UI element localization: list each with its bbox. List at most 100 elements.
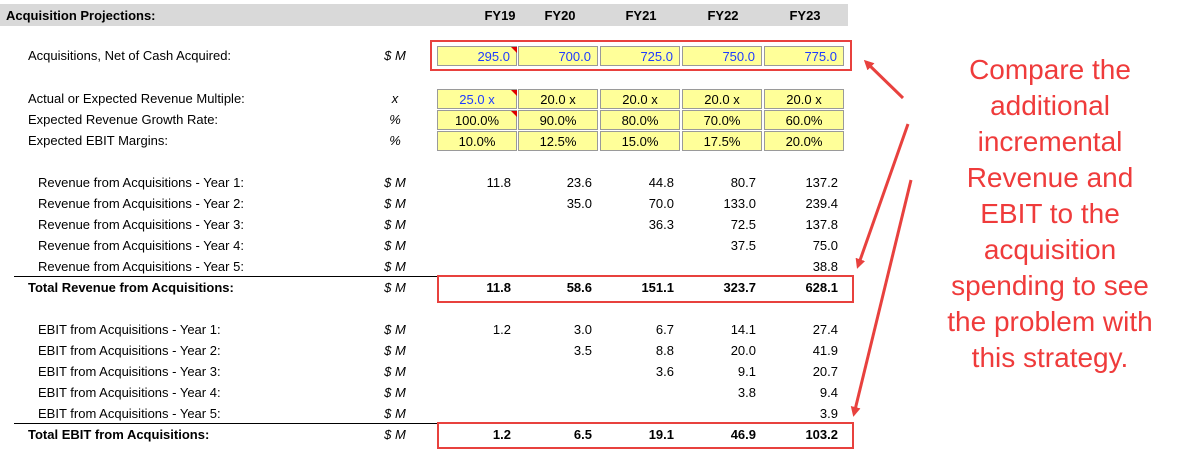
row-unit: $ M (384, 238, 406, 253)
value-cell[interactable]: 11.8 (486, 175, 511, 190)
row-unit: $ M (384, 385, 406, 400)
input-cell-acq-fy21[interactable]: 725.0 (600, 46, 680, 66)
input-cell-mult-fy23[interactable]: 20.0 x (764, 89, 844, 109)
total-cell[interactable]: 1.2 (492, 427, 511, 442)
value-cell[interactable]: 3.5 (573, 343, 592, 358)
value-cell[interactable]: 70.0 (648, 196, 674, 211)
value-cell[interactable]: 3.6 (655, 364, 674, 379)
sheet-title: Acquisition Projections: (6, 8, 156, 23)
input-cell-growth-fy19[interactable]: 100.0% (437, 110, 517, 130)
revenue-year4-row: Revenue from Acquisitions - Year 4: $ M … (0, 236, 850, 257)
value-cell[interactable]: 35.0 (566, 196, 592, 211)
year-header-fy21: FY21 (625, 8, 657, 23)
comment-indicator-icon (511, 90, 517, 96)
annotation-line: additional (990, 90, 1110, 121)
total-cell[interactable]: 19.1 (648, 427, 674, 442)
header-row: Acquisition Projections: FY19 FY20 FY21 … (0, 4, 848, 26)
value-cell[interactable]: 23.6 (566, 175, 592, 190)
input-cell-acq-fy22[interactable]: 750.0 (682, 46, 762, 66)
value-cell[interactable]: 9.1 (737, 364, 756, 379)
value-cell[interactable]: 37.5 (730, 238, 756, 253)
value-cell[interactable]: 44.8 (648, 175, 674, 190)
value-cell[interactable]: 239.4 (805, 196, 838, 211)
input-cell-mult-fy21[interactable]: 20.0 x (600, 89, 680, 109)
annotation-line: acquisition (983, 234, 1117, 265)
arrow-to-acquisitions (863, 59, 905, 100)
comment-indicator-icon (511, 47, 517, 53)
value-cell[interactable]: 80.7 (730, 175, 756, 190)
row-label: EBIT from Acquisitions - Year 5: (38, 406, 221, 421)
value-cell[interactable]: 20.0 (730, 343, 756, 358)
annotation-line: this strategy. (971, 342, 1129, 373)
value-cell[interactable]: 3.0 (573, 322, 592, 337)
value-cell[interactable]: 6.7 (655, 322, 674, 337)
total-cell[interactable]: 103.2 (805, 427, 838, 442)
row-unit: $ M (384, 259, 406, 274)
value-cell[interactable]: 41.9 (812, 343, 838, 358)
value-cell[interactable]: 133.0 (723, 196, 756, 211)
total-cell[interactable]: 628.1 (805, 280, 838, 295)
value-cell[interactable]: 20.7 (812, 364, 838, 379)
total-cell[interactable]: 151.1 (641, 280, 674, 295)
arrow-to-total-revenue (855, 123, 910, 269)
value-cell[interactable]: 27.4 (812, 322, 838, 337)
value-cell[interactable]: 38.8 (812, 259, 838, 274)
year-header-fy20: FY20 (544, 8, 576, 23)
input-cell-growth-fy21[interactable]: 80.0% (600, 110, 680, 130)
total-cell[interactable]: 46.9 (730, 427, 756, 442)
row-label: Acquisitions, Net of Cash Acquired: (28, 48, 232, 63)
value-cell[interactable]: 36.3 (648, 217, 674, 232)
row-label: Expected Revenue Growth Rate: (28, 112, 219, 127)
revenue-year2-row: Revenue from Acquisitions - Year 2: $ M … (0, 194, 850, 215)
input-cell-margin-fy21[interactable]: 15.0% (600, 131, 680, 151)
annotation-callout: Compare the additional incremental Reven… (925, 52, 1175, 376)
acquisitions-row: Acquisitions, Net of Cash Acquired: $ M … (0, 46, 850, 67)
value-cell[interactable]: 1.2 (492, 322, 511, 337)
input-cell-margin-fy20[interactable]: 12.5% (518, 131, 598, 151)
value-cell[interactable]: 137.8 (805, 217, 838, 232)
total-cell[interactable]: 6.5 (573, 427, 592, 442)
row-unit: $ M (384, 322, 406, 337)
value-cell[interactable]: 9.4 (819, 385, 838, 400)
value-cell[interactable]: 14.1 (730, 322, 756, 337)
input-cell-acq-fy19[interactable]: 295.0 (437, 46, 517, 66)
input-cell-acq-fy23[interactable]: 775.0 (764, 46, 844, 66)
input-cell-mult-fy19[interactable]: 25.0 x (437, 89, 517, 109)
total-divider (14, 423, 850, 424)
value-cell[interactable]: 3.9 (819, 406, 838, 421)
row-label: Revenue from Acquisitions - Year 5: (38, 259, 244, 274)
input-cell-acq-fy20[interactable]: 700.0 (518, 46, 598, 66)
acquisitions-highlight-box (430, 40, 852, 71)
revenue-year1-row: Revenue from Acquisitions - Year 1: $ M … (0, 173, 850, 194)
input-cell-growth-fy20[interactable]: 90.0% (518, 110, 598, 130)
ebit-margin-row: Expected EBIT Margins: % 10.0% 12.5% 15.… (0, 131, 850, 152)
input-cell-growth-fy23[interactable]: 60.0% (764, 110, 844, 130)
row-unit: $ M (384, 427, 406, 442)
input-cell-mult-fy20[interactable]: 20.0 x (518, 89, 598, 109)
value-cell[interactable]: 8.8 (655, 343, 674, 358)
value-cell[interactable]: 75.0 (812, 238, 838, 253)
value-cell[interactable]: 72.5 (730, 217, 756, 232)
value-cell[interactable]: 137.2 (805, 175, 838, 190)
input-cell-mult-fy22[interactable]: 20.0 x (682, 89, 762, 109)
total-cell[interactable]: 11.8 (486, 280, 511, 295)
input-cell-margin-fy19[interactable]: 10.0% (437, 131, 517, 151)
comment-indicator-icon (511, 111, 517, 117)
annotation-line: Compare the (969, 54, 1131, 85)
row-unit: % (389, 112, 401, 127)
total-cell[interactable]: 58.6 (566, 280, 592, 295)
total-revenue-highlight-box (437, 275, 854, 303)
row-label: Expected EBIT Margins: (28, 133, 168, 148)
row-unit: $ M (384, 343, 406, 358)
total-ebit-highlight-box (437, 422, 854, 449)
input-cell-growth-fy22[interactable]: 70.0% (682, 110, 762, 130)
year-header-fy23: FY23 (789, 8, 821, 23)
input-cell-margin-fy22[interactable]: 17.5% (682, 131, 762, 151)
arrow-to-total-ebit (850, 179, 913, 417)
input-cell-margin-fy23[interactable]: 20.0% (764, 131, 844, 151)
value-cell[interactable]: 3.8 (737, 385, 756, 400)
row-label: Revenue from Acquisitions - Year 3: (38, 217, 244, 232)
row-unit: % (389, 133, 401, 148)
row-label: Revenue from Acquisitions - Year 4: (38, 238, 244, 253)
total-cell[interactable]: 323.7 (723, 280, 756, 295)
